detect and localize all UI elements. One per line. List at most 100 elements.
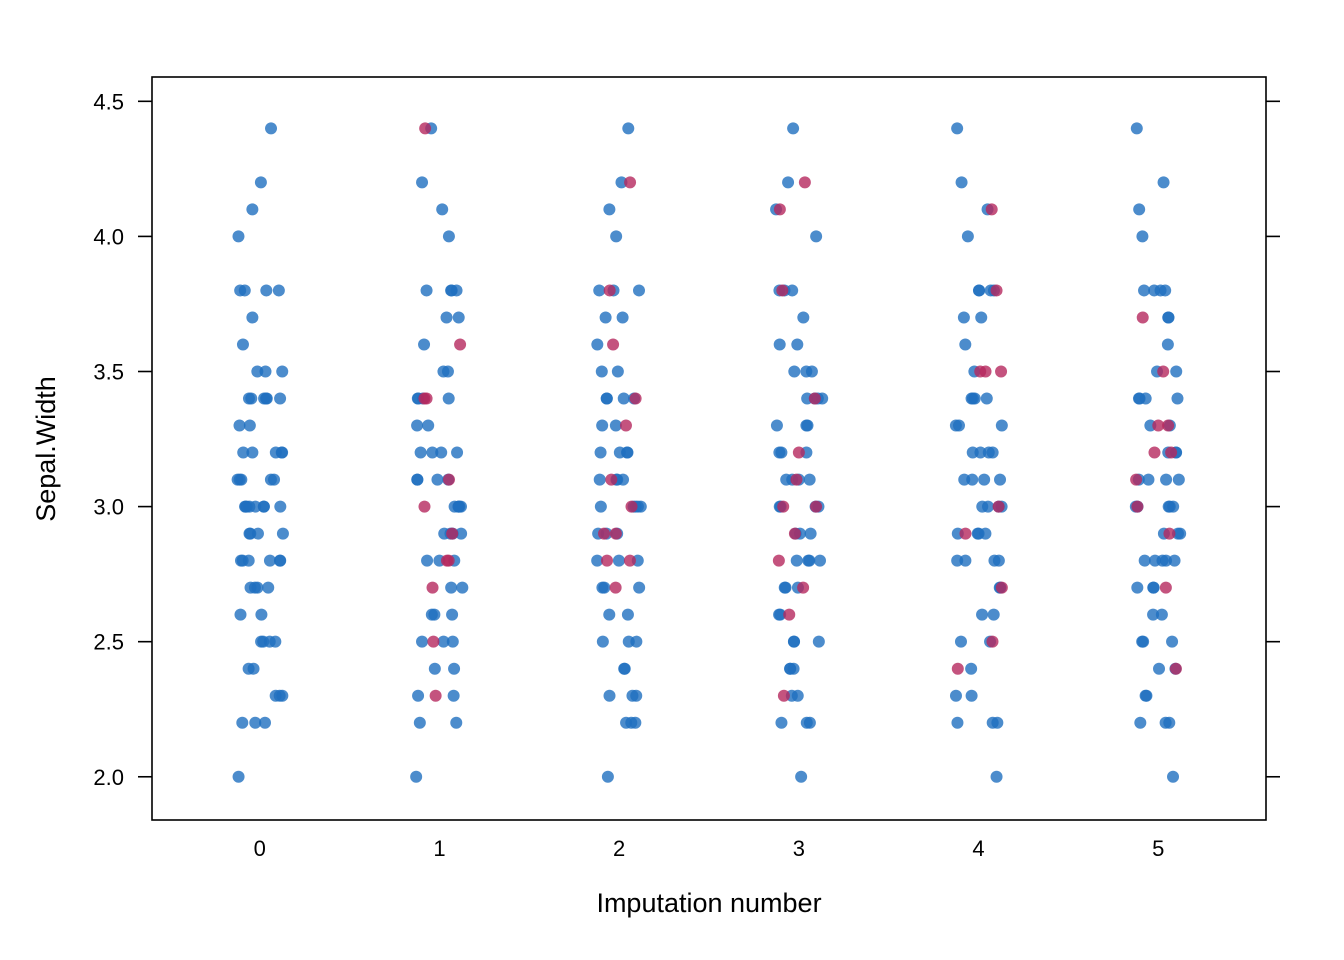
observed-point bbox=[416, 635, 429, 648]
imputed-point bbox=[797, 581, 810, 594]
observed-point bbox=[1172, 473, 1185, 486]
observed-point bbox=[446, 608, 459, 621]
observed-point bbox=[445, 581, 458, 594]
imputed-point bbox=[624, 176, 637, 189]
imputed-point bbox=[992, 500, 1005, 513]
observed-point bbox=[414, 446, 427, 459]
y-tick-label: 3.5 bbox=[93, 359, 124, 384]
imputed-point bbox=[418, 500, 431, 513]
observed-point bbox=[269, 446, 282, 459]
y-tick-label: 4.5 bbox=[93, 89, 124, 114]
imputed-point bbox=[790, 473, 803, 486]
observed-point bbox=[802, 554, 815, 567]
observed-point bbox=[803, 473, 816, 486]
observed-point bbox=[1168, 554, 1181, 567]
observed-point bbox=[1162, 311, 1175, 324]
observed-point bbox=[1167, 500, 1180, 513]
imputed-point bbox=[776, 284, 789, 297]
observed-point bbox=[782, 176, 795, 189]
observed-point bbox=[259, 365, 272, 378]
imputed-point bbox=[1169, 662, 1182, 675]
observed-point bbox=[974, 446, 987, 459]
observed-point bbox=[616, 311, 629, 324]
x-axis-title: Imputation number bbox=[596, 888, 821, 918]
observed-point bbox=[1170, 365, 1183, 378]
imputed-point bbox=[1159, 581, 1172, 594]
observed-point bbox=[418, 338, 431, 351]
observed-point bbox=[784, 662, 797, 675]
observed-point bbox=[1171, 392, 1184, 405]
observed-point bbox=[812, 635, 825, 648]
observed-point bbox=[621, 446, 634, 459]
observed-point bbox=[258, 392, 271, 405]
observed-point bbox=[1137, 635, 1150, 648]
observed-point bbox=[243, 500, 256, 513]
observed-point bbox=[770, 419, 783, 432]
observed-point bbox=[1161, 338, 1174, 351]
imputed-point bbox=[777, 500, 790, 513]
observed-point bbox=[775, 716, 788, 729]
observed-point bbox=[626, 689, 639, 702]
observed-point bbox=[810, 230, 823, 243]
observed-point bbox=[591, 338, 604, 351]
observed-point bbox=[1147, 608, 1160, 621]
x-tick-label: 1 bbox=[433, 836, 445, 861]
observed-point bbox=[234, 608, 247, 621]
observed-point bbox=[987, 608, 1000, 621]
imputed-point bbox=[454, 338, 467, 351]
observed-point bbox=[452, 311, 465, 324]
observed-point bbox=[593, 284, 606, 297]
observed-point bbox=[780, 473, 793, 486]
observed-point bbox=[274, 554, 287, 567]
imputed-point bbox=[974, 365, 987, 378]
imputed-point bbox=[788, 527, 801, 540]
observed-point bbox=[622, 635, 635, 648]
observed-point bbox=[455, 527, 468, 540]
observed-point bbox=[966, 473, 979, 486]
observed-point bbox=[412, 689, 425, 702]
imputed-point bbox=[995, 581, 1008, 594]
imputed-point bbox=[629, 392, 642, 405]
observed-point bbox=[243, 419, 256, 432]
observed-point bbox=[951, 554, 964, 567]
y-axis-title: Sepal.Width bbox=[31, 376, 61, 522]
observed-point bbox=[447, 689, 460, 702]
observed-point bbox=[456, 581, 469, 594]
x-tick-label: 4 bbox=[972, 836, 984, 861]
observed-point bbox=[437, 635, 450, 648]
imputed-point bbox=[985, 203, 998, 216]
observed-point bbox=[426, 446, 439, 459]
imputed-point bbox=[777, 689, 790, 702]
imputed-point bbox=[1165, 446, 1178, 459]
observed-point bbox=[268, 473, 281, 486]
x-tick-label: 0 bbox=[254, 836, 266, 861]
observed-point bbox=[600, 392, 613, 405]
observed-point bbox=[804, 527, 817, 540]
observed-point bbox=[1159, 284, 1172, 297]
imputed-point bbox=[772, 554, 785, 567]
observed-point bbox=[273, 689, 286, 702]
observed-point bbox=[633, 284, 646, 297]
observed-point bbox=[232, 230, 245, 243]
observed-point bbox=[986, 446, 999, 459]
observed-point bbox=[428, 662, 441, 675]
observed-point bbox=[420, 284, 433, 297]
observed-point bbox=[1142, 473, 1155, 486]
observed-point bbox=[1153, 662, 1166, 675]
observed-point bbox=[1155, 608, 1168, 621]
observed-point bbox=[1174, 527, 1187, 540]
observed-point bbox=[1130, 122, 1143, 135]
plot-frame bbox=[151, 76, 1267, 821]
observed-point bbox=[436, 203, 449, 216]
observed-point bbox=[609, 419, 622, 432]
observed-point bbox=[957, 311, 970, 324]
observed-point bbox=[233, 473, 246, 486]
observed-point bbox=[955, 176, 968, 189]
imputed-point bbox=[1130, 473, 1143, 486]
observed-point bbox=[621, 608, 634, 621]
imputed-point bbox=[951, 662, 964, 675]
observed-point bbox=[976, 608, 989, 621]
observed-point bbox=[236, 338, 249, 351]
imputed-point bbox=[1131, 500, 1144, 513]
observed-point bbox=[595, 365, 608, 378]
